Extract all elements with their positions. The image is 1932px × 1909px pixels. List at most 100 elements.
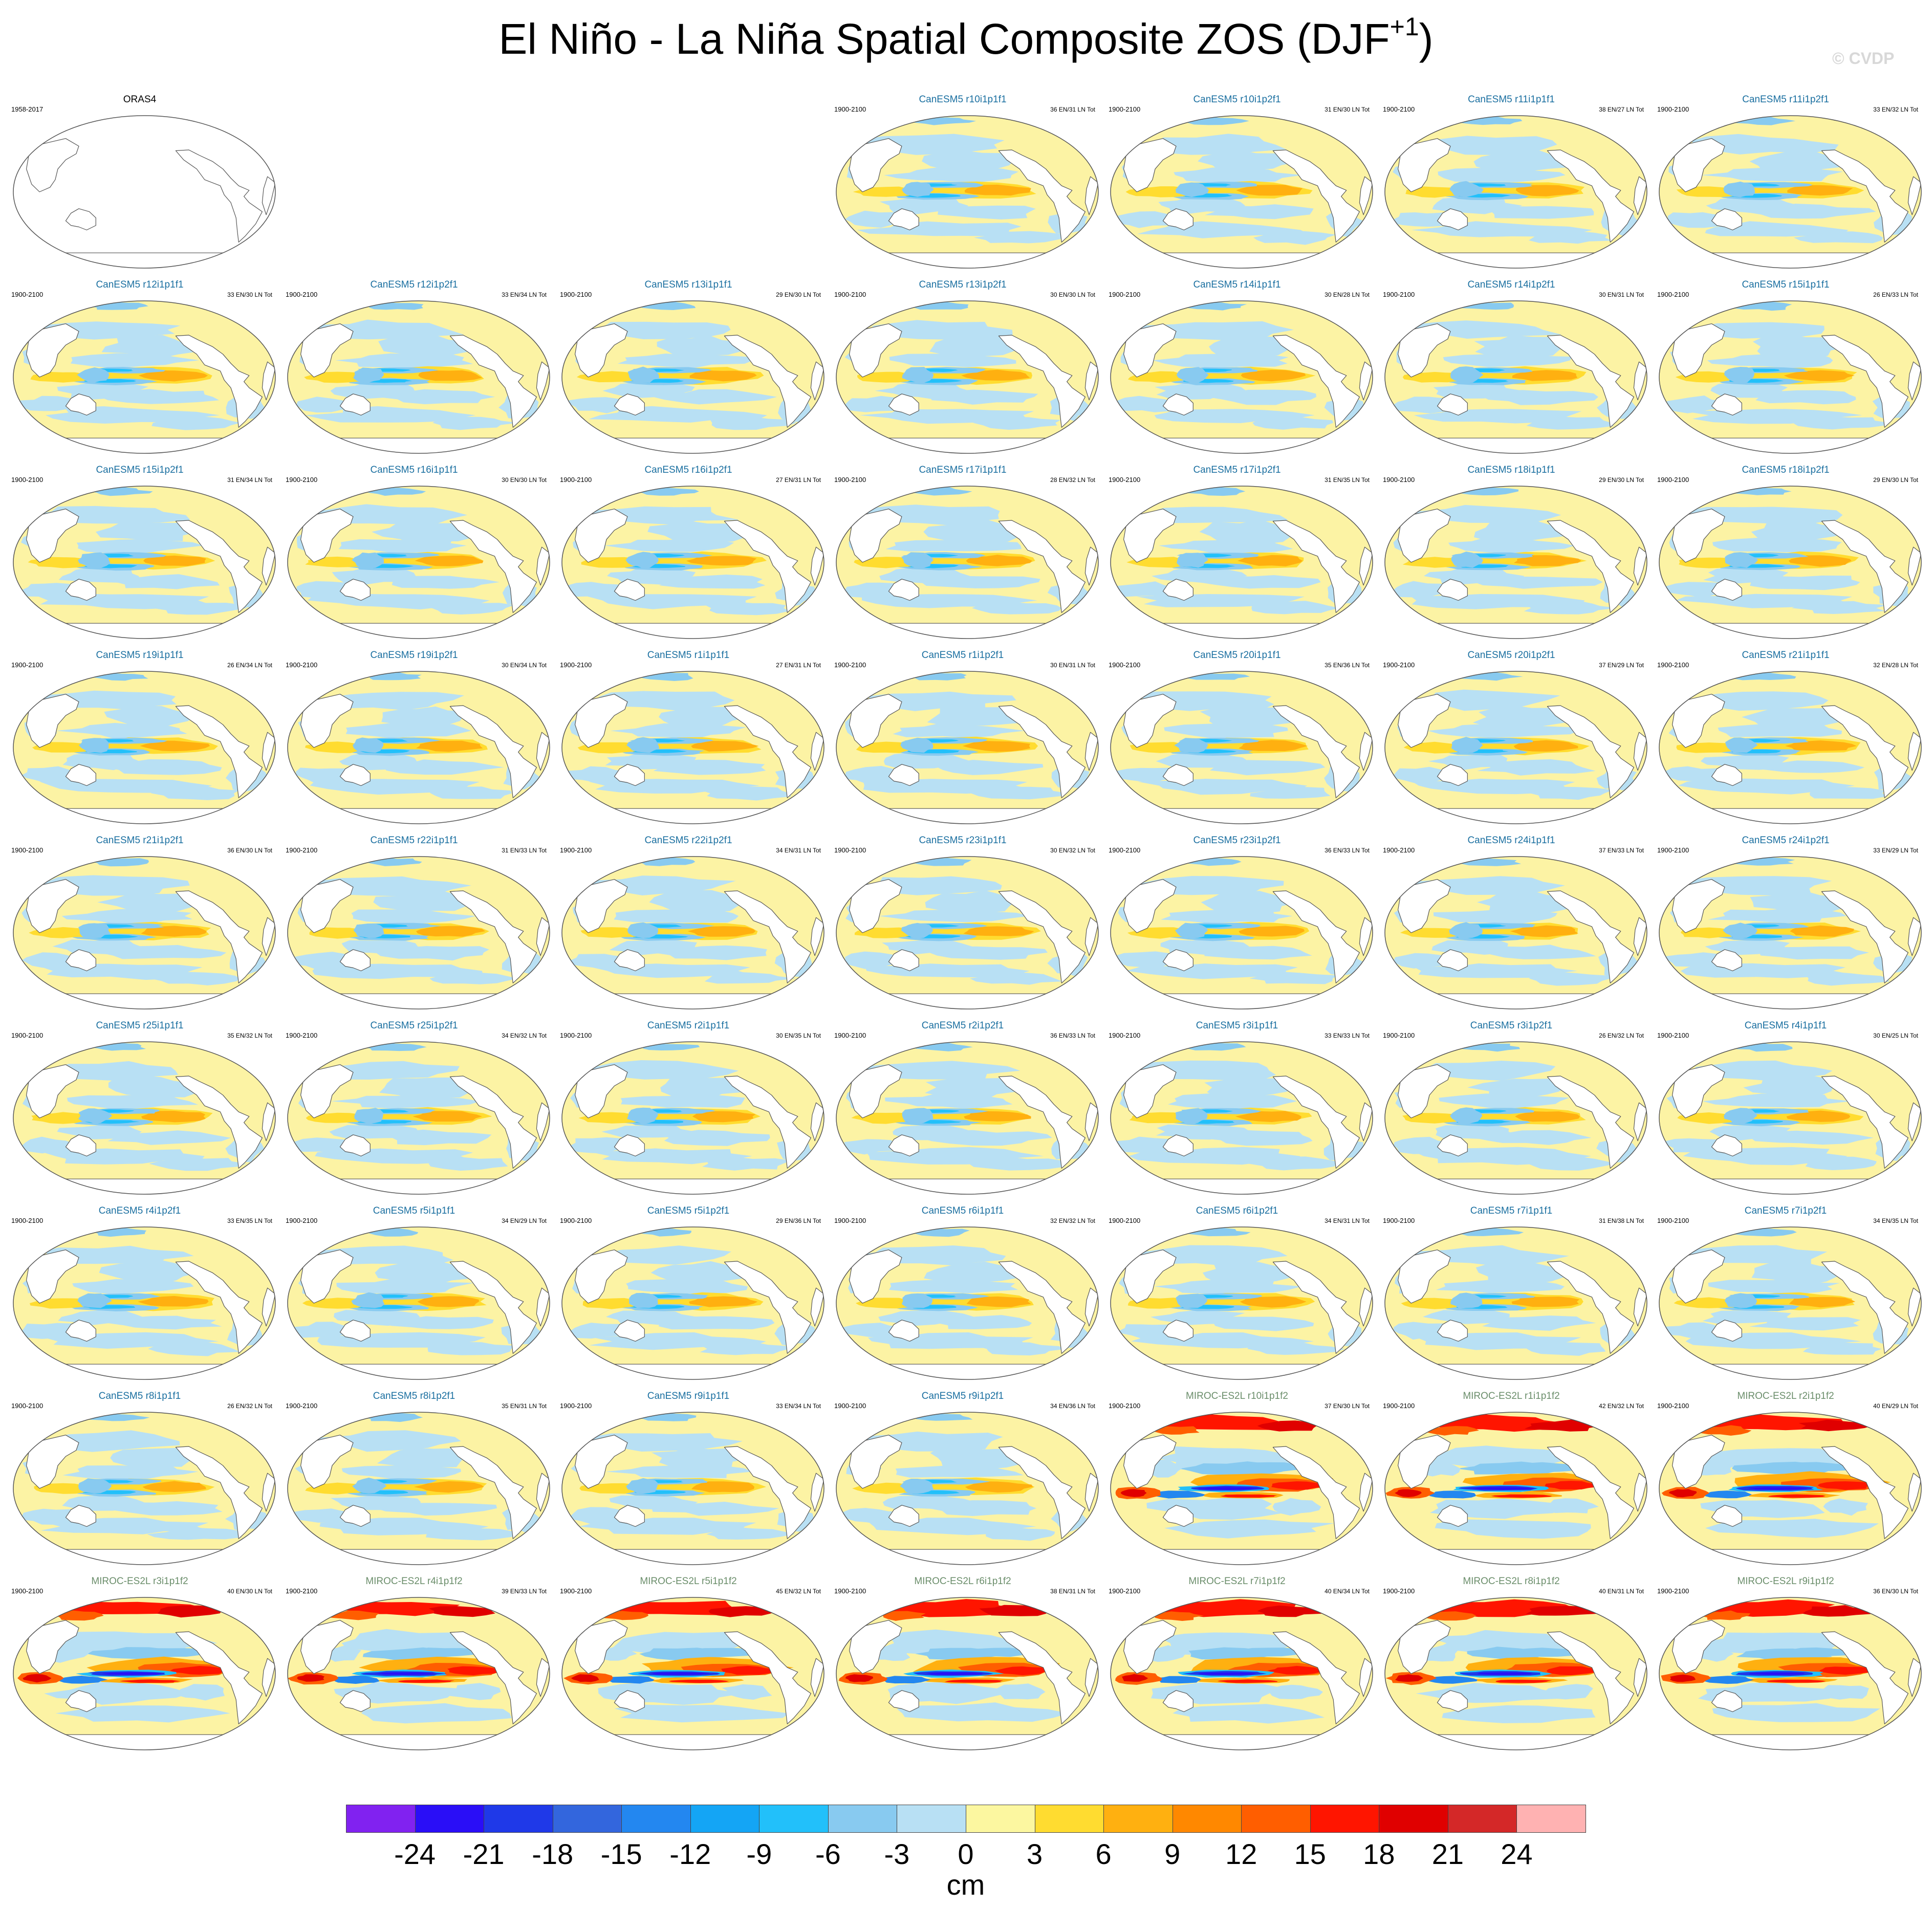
anomaly-patch: [614, 909, 739, 923]
anomaly-band: [1724, 1108, 1757, 1125]
continent: [1711, 949, 1742, 972]
anomaly-patch: [1159, 540, 1293, 554]
anomaly-band: [571, 1674, 599, 1682]
panel-title: CanESM5 r11i1p1f1: [1468, 94, 1555, 105]
anomaly-patch: [1662, 1322, 1729, 1339]
anomaly-band: [413, 1111, 482, 1122]
panel-title: CanESM5 r1i1p2f1: [921, 650, 1004, 661]
composite-field: [1659, 1227, 1921, 1379]
anomaly-patch: [107, 1130, 231, 1145]
continent: [1633, 1658, 1647, 1697]
panel-event-count: 30 EN/35 LN Tot: [776, 1032, 821, 1039]
colorbar-tick-label: 15: [1294, 1838, 1326, 1870]
colorbar-box: [346, 1805, 416, 1833]
anomaly-patch: [929, 946, 1048, 960]
anomaly-patch: [700, 786, 791, 801]
world-map: [287, 1041, 550, 1195]
composite-field: [288, 486, 550, 639]
colorbar: [346, 1805, 1586, 1834]
anomaly-patch: [652, 945, 767, 960]
panel-title: CanESM5 r12i1p2f1: [370, 279, 458, 290]
anomaly-band: [965, 1481, 1033, 1493]
panel-event-count: 30 EN/28 LN Tot: [1325, 291, 1370, 298]
continent: [1907, 732, 1921, 771]
continent: [1711, 1134, 1742, 1157]
panel-title: CanESM5 r22i1p1f1: [370, 835, 458, 846]
continent: [1437, 1690, 1468, 1713]
composite-field: [13, 486, 275, 639]
map-border: [836, 671, 1099, 824]
continent: [339, 1505, 371, 1527]
anomaly-patch: [1749, 149, 1845, 172]
panel-title: CanESM5 r3i1p1f1: [1196, 1020, 1278, 1031]
panel-years: 1900-2100: [1657, 291, 1689, 298]
panel-event-count: 33 EN/30 LN Tot: [227, 291, 272, 298]
anomaly-patch: [610, 723, 746, 739]
continent: [65, 393, 96, 416]
anomaly-patch: [566, 397, 633, 413]
continent: [1359, 361, 1373, 401]
panel-years: 1900-2100: [286, 476, 318, 484]
anomaly-patch: [61, 908, 193, 924]
anomaly-patch: [331, 1095, 481, 1109]
panel-title: CanESM5 r19i1p1f1: [96, 650, 184, 661]
anomaly-patch: [1793, 231, 1883, 244]
composite-field: [13, 1042, 275, 1194]
colorbar-tick-label: -9: [746, 1838, 772, 1870]
continent: [888, 1320, 919, 1342]
map-panel: CanESM5 r13i1p2f1 1900-2100 30 EN/30 LN To…: [827, 277, 1099, 457]
world-map: [13, 1597, 276, 1750]
panel-event-count: 34 EN/35 LN Tot: [1873, 1217, 1918, 1224]
continent: [449, 1076, 537, 1169]
panel-years: 1900-2100: [11, 1402, 44, 1410]
panel-event-count: 30 EN/31 LN Tot: [1050, 662, 1095, 669]
anomaly-patch: [1803, 1342, 1882, 1355]
world-map: [561, 1597, 824, 1750]
anomaly-patch: [888, 1279, 1018, 1293]
anomaly-patch: [375, 1261, 474, 1285]
colorbar-tick-label: -3: [884, 1838, 910, 1870]
anomaly-patch: [1482, 1315, 1596, 1331]
anomaly-patch: [382, 1316, 494, 1329]
continent: [536, 1658, 550, 1697]
panel-title: CanESM5 r21i1p2f1: [96, 835, 184, 846]
continent: [1084, 1102, 1098, 1142]
continent: [1272, 149, 1360, 243]
composite-field: [1659, 857, 1921, 1009]
panel-years: 1900-2100: [834, 661, 866, 669]
anomaly-patch: [1202, 760, 1326, 776]
panel-title: CanESM5 r6i1p2f1: [1196, 1205, 1278, 1216]
continent: [536, 546, 550, 586]
anomaly-patch: [842, 765, 905, 783]
anomaly-patch: [973, 231, 1069, 244]
anomaly-patch: [1113, 1136, 1180, 1153]
map-border: [561, 300, 824, 454]
anomaly-band: [1267, 1665, 1326, 1675]
anomaly-patch: [426, 1527, 517, 1541]
anomaly-band: [416, 926, 486, 937]
anomaly-patch: [930, 1445, 1024, 1470]
anomaly-patch: [319, 692, 464, 711]
colorbar-units: cm: [946, 1869, 985, 1901]
panel-years: 1900-2100: [1383, 846, 1415, 854]
panel-title: CanESM5 r12i1p1f1: [96, 279, 184, 290]
map-border: [836, 1412, 1099, 1565]
anomaly-patch: [883, 752, 971, 769]
map-border: [1110, 300, 1373, 454]
colorbar-box: [1034, 1805, 1104, 1833]
anomaly-patch: [386, 1129, 492, 1146]
anomaly-patch: [1474, 335, 1567, 358]
anomaly-patch: [1663, 1138, 1728, 1153]
anomaly-patch: [1422, 1426, 1479, 1436]
world-map: [1110, 1041, 1373, 1195]
world-map: [1110, 1412, 1373, 1565]
panel-event-count: 37 EN/30 LN Tot: [1325, 1402, 1370, 1410]
anomaly-band: [1513, 740, 1578, 752]
continent: [1711, 208, 1742, 231]
map-panel: CanESM5 r17i1p1f1 1900-2100 28 EN/32 LN To…: [827, 463, 1099, 643]
continent: [1272, 1076, 1360, 1169]
world-map: [1659, 856, 1922, 1010]
panel-event-count: 42 EN/32 LN Tot: [1599, 1402, 1644, 1410]
map-border: [13, 1412, 276, 1565]
anomaly-band: [23, 1674, 52, 1683]
